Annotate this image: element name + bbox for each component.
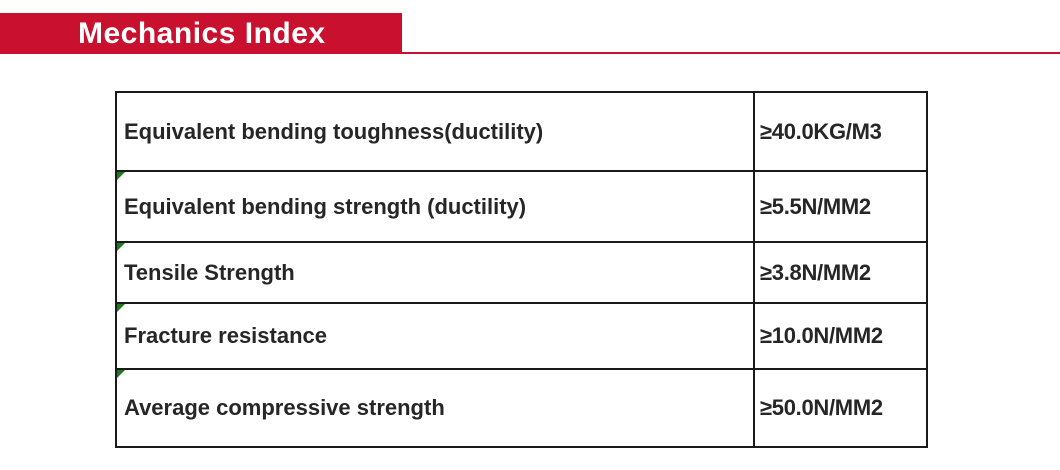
spec-value-cell: ≥3.8N/MM2	[753, 241, 928, 304]
spec-table-body: Equivalent bending toughness(ductility) …	[115, 91, 928, 448]
spec-label-cell: Equivalent bending strength (ductility)	[115, 170, 755, 243]
mechanics-spec-table: Equivalent bending toughness(ductility) …	[115, 91, 928, 448]
spec-label: Fracture resistance	[124, 323, 327, 348]
spec-label: Average compressive strength	[124, 395, 445, 420]
cell-corner-marker-icon	[118, 173, 125, 180]
spec-label-cell: Tensile Strength	[115, 241, 755, 304]
spec-value: ≥10.0N/MM2	[760, 323, 883, 348]
spec-label: Tensile Strength	[124, 259, 295, 285]
table-row: Fracture resistance ≥10.0N/MM2	[115, 302, 928, 370]
spec-label: Equivalent bending toughness(ductility)	[124, 118, 544, 144]
page-title: Mechanics Index	[78, 16, 326, 50]
spec-value: ≥3.8N/MM2	[760, 259, 871, 285]
spec-label-cell: Fracture resistance	[115, 302, 755, 370]
header-underline	[0, 52, 1060, 54]
spec-value-cell: ≥5.5N/MM2	[753, 170, 928, 243]
spec-value: ≥40.0KG/M3	[760, 118, 882, 144]
spec-value: ≥5.5N/MM2	[760, 193, 871, 219]
table-row: Equivalent bending toughness(ductility) …	[115, 91, 928, 172]
spec-value-cell: ≥40.0KG/M3	[753, 91, 928, 172]
table-row: Equivalent bending strength (ductility) …	[115, 170, 928, 243]
cell-corner-marker-icon	[118, 244, 125, 251]
spec-label: Equivalent bending strength (ductility)	[124, 193, 527, 219]
spec-value-cell: ≥10.0N/MM2	[753, 302, 928, 370]
cell-corner-marker-icon	[118, 305, 125, 312]
spec-value: ≥50.0N/MM2	[760, 395, 883, 420]
table-row: Average compressive strength ≥50.0N/MM2	[115, 368, 928, 448]
section-header-banner: Mechanics Index	[0, 13, 402, 54]
table-row: Tensile Strength ≥3.8N/MM2	[115, 241, 928, 304]
cell-corner-marker-icon	[118, 371, 125, 378]
spec-label-cell: Equivalent bending toughness(ductility)	[115, 91, 755, 172]
spec-value-cell: ≥50.0N/MM2	[753, 368, 928, 448]
spec-label-cell: Average compressive strength	[115, 368, 755, 448]
